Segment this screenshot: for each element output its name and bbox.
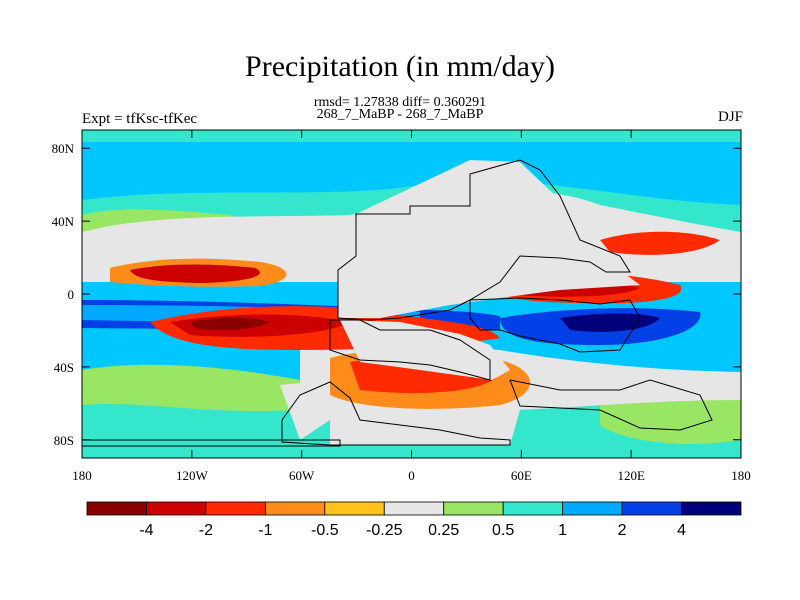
colorbar-label: 0.25 [428,522,459,539]
colorbar-swatch [443,501,504,516]
experiment-label: Expt = tfKsc-tfKec [82,111,198,127]
lat-tick-label: 40S [54,360,74,375]
colorbar-label: -2 [199,522,213,539]
land-continents-north [338,160,640,318]
colorbar-swatch [86,501,147,516]
lat-tick-label: 80N [52,141,75,156]
colorbar-label: 4 [677,522,686,539]
lon-tick-label: 180 [72,468,92,483]
colorbar-swatch [502,501,564,516]
coastlines [82,159,713,447]
red-band-npac-east [600,231,720,255]
colorbar-swatch [324,501,385,516]
lon-tick-label: 60E [511,468,532,483]
darkblue-core-indian [560,313,660,332]
darkred-core-spac [190,317,270,330]
lon-tick-label: 0 [408,468,415,483]
colorbar-label: -0.5 [311,522,339,539]
colorbar-swatch [621,501,682,516]
lon-tick-label: 120W [176,468,209,483]
colorbar-label: -4 [139,522,153,539]
lon-tick-label: 120E [617,468,645,483]
colorbar-swatch [383,501,445,516]
colorbar-label: -0.25 [366,522,403,539]
lon-tick-label: 180 [731,468,751,483]
lat-tick-label: 80S [54,433,74,448]
green-patch-spac [82,364,300,412]
colorbar-swatch [264,501,326,516]
land-samerica-tip [280,380,330,440]
colorbar-label: -1 [258,522,272,539]
plot-subtitle: 268_7_MaBP - 268_7_MaBP [316,107,484,122]
colorbar-label: 0.5 [492,522,514,539]
colorbar-label: 1 [558,522,567,539]
axis-ticks: 180 120W 60W 0 60E 120E 180 80N 40N 0 40S 80S [52,130,751,483]
precip-field [82,130,741,458]
season-label: DJF [717,109,743,125]
plot-title: Precipitation (in mm/day) [245,50,555,83]
colorbar-swatch [681,501,742,516]
lon-tick-label: 60W [289,468,315,483]
colorbar-swatch [146,501,207,516]
colorbar-swatch [562,501,623,516]
colorbar-label: 2 [618,522,627,539]
stats-line: rmsd= 1.27838 diff= 0.360291 [313,95,487,110]
neutral-antarctic [330,395,520,445]
colorbar-swatch [205,501,266,516]
land-africa-south [340,320,510,380]
lat-tick-label: 40N [52,214,75,229]
lat-tick-label: 0 [68,287,75,302]
colorbar: -4 -2 -1 -0.5 -0.25 0.25 0.5 1 2 4 [86,501,742,539]
red-core-npac [130,264,260,283]
